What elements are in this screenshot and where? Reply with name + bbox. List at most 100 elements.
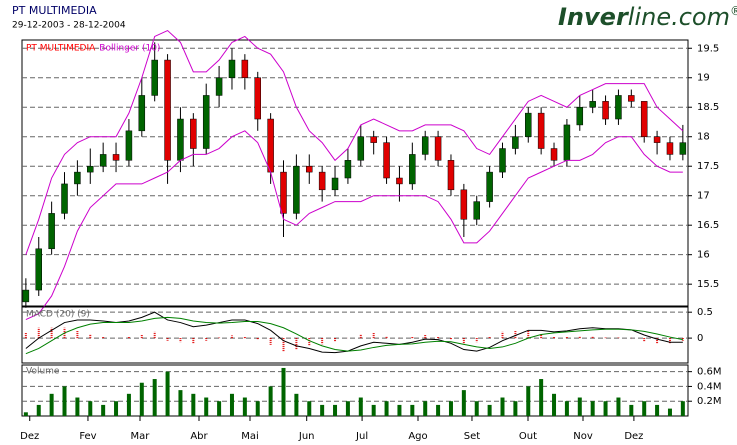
candle-body	[628, 95, 635, 102]
x-tick-label: Ago	[408, 431, 427, 442]
candle-body	[177, 118, 184, 161]
y-tick-label: 0.2M	[697, 396, 722, 407]
candle-body	[241, 59, 249, 78]
macd-line	[25, 316, 683, 355]
candle-body	[293, 165, 300, 214]
volume-bar	[474, 401, 479, 416]
candle-body	[306, 165, 313, 173]
x-tick-label: Nov	[573, 431, 593, 442]
volume-bar	[590, 401, 595, 416]
volume-bar	[577, 397, 582, 416]
volume-bar	[320, 404, 325, 416]
candle-body	[563, 124, 571, 161]
volume-bar	[616, 397, 621, 416]
volume-bar	[255, 401, 260, 416]
x-tick-label: Mai	[241, 431, 259, 442]
volume-bar	[436, 404, 441, 416]
volume-bar	[423, 401, 428, 416]
candle-body	[499, 148, 506, 173]
candle-body	[396, 177, 403, 185]
volume-bar	[397, 404, 402, 416]
x-tick-label: Out	[519, 431, 537, 442]
candle-body	[357, 136, 365, 161]
candle-body	[447, 160, 455, 191]
candle-body	[112, 154, 120, 161]
volume-bar	[88, 401, 93, 416]
y-tick-label: 16	[697, 250, 710, 261]
volume-bar	[101, 404, 106, 416]
x-tick-label: Mar	[131, 431, 151, 442]
volume-bar	[655, 404, 660, 416]
volume-bar	[49, 393, 54, 416]
volume-bar	[410, 404, 415, 416]
volume-bar	[242, 397, 247, 416]
volume-bar	[75, 397, 80, 416]
candle-body	[409, 154, 416, 185]
volume-bar	[281, 367, 286, 416]
logo: Inverline.com®	[558, 3, 737, 31]
y-tick-label: 18.5	[697, 102, 719, 113]
candle-body	[576, 106, 584, 126]
x-tick-label: Dez	[624, 431, 643, 442]
panel-title: Volume	[26, 367, 60, 377]
candle-body	[22, 289, 30, 303]
volume-bar	[384, 401, 389, 416]
volume-bar	[126, 393, 131, 416]
volume-bar	[62, 386, 67, 416]
date-range: 29-12-2003 - 28-12-2004	[12, 21, 126, 31]
candle-body	[125, 130, 133, 161]
volume-bar	[642, 401, 647, 416]
candle-body	[331, 177, 339, 191]
candle-body	[666, 142, 674, 155]
logo-bold: Inver	[558, 3, 630, 31]
x-tick-label: Dez	[20, 431, 39, 442]
y-tick-label: 0.5	[697, 307, 713, 318]
candle-body	[370, 136, 377, 143]
volume-bar	[358, 397, 363, 416]
y-tick-label: 19	[697, 73, 710, 84]
candle-body	[473, 201, 480, 220]
candle-body	[383, 142, 390, 179]
x-tick-label: Jul	[355, 431, 368, 442]
volume-bar	[371, 404, 376, 416]
candle-body	[228, 59, 236, 78]
volume-bar	[165, 371, 170, 416]
volume-bar	[229, 393, 234, 416]
candle-body	[164, 59, 171, 161]
candle-body	[151, 59, 158, 96]
candle-body	[525, 112, 532, 137]
candle-body	[512, 136, 519, 149]
candle-body	[460, 189, 468, 220]
logo-mark: ®	[730, 4, 737, 18]
candle-body	[87, 165, 94, 173]
x-tick-label: Jun	[298, 431, 315, 442]
panel-title: MACD (20) (9)	[26, 310, 90, 320]
candle-body	[215, 77, 223, 96]
volume-bar	[36, 404, 41, 416]
volume-bar	[680, 401, 685, 416]
volume-bar	[152, 379, 157, 416]
volume-bar	[268, 386, 273, 416]
candle-body	[61, 183, 68, 214]
volume-bar	[552, 393, 557, 416]
y-tick-label: 16.5	[697, 220, 719, 231]
volume-bar	[217, 401, 222, 416]
y-tick-label: 0.4M	[697, 381, 722, 392]
candle-body	[679, 142, 687, 155]
volume-bar	[448, 401, 453, 416]
candle-body	[202, 95, 210, 149]
page-title: PT MULTIMEDIA	[12, 4, 97, 17]
x-tick-label: Abr	[190, 431, 208, 442]
volume-bar	[333, 404, 338, 416]
candle-body	[537, 112, 545, 149]
candle-body	[48, 213, 55, 250]
x-tick-label: Set	[464, 431, 481, 442]
volume-bar	[603, 401, 608, 416]
volume-bar	[526, 386, 531, 416]
candle-body	[74, 171, 81, 185]
volume-bar	[23, 412, 28, 416]
candle-body	[653, 136, 661, 143]
volume-bar	[191, 393, 196, 416]
panel-frame	[21, 306, 689, 364]
